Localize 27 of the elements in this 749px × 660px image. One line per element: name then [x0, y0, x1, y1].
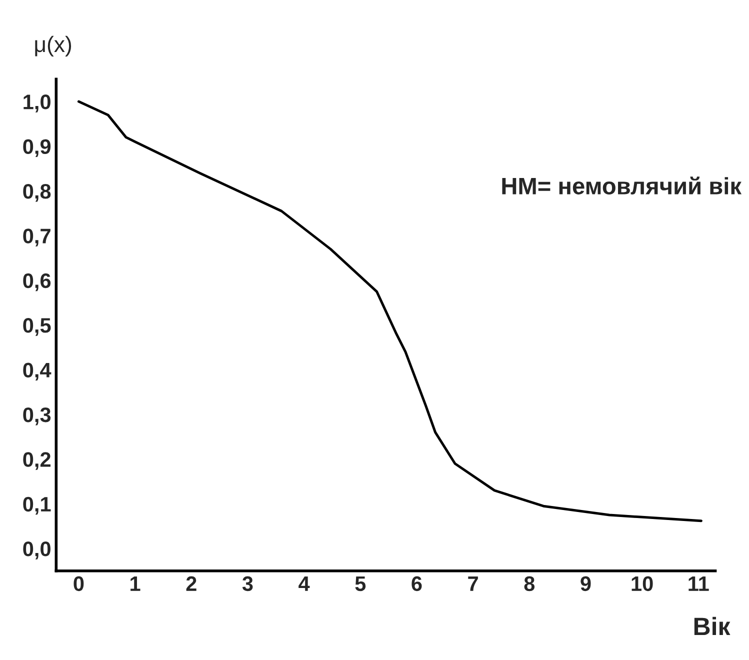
x-tick-label: 8 — [524, 576, 535, 592]
y-tick-label: 0,6 — [23, 273, 51, 292]
x-tick-label: 6 — [412, 576, 422, 592]
y-tick-label: 0,2 — [23, 452, 50, 470]
y-tick-label: 1,0 — [24, 94, 50, 112]
x-tick-label: 7 — [468, 576, 478, 591]
y-tick-label: 0,1 — [23, 496, 51, 515]
x-tick-label: 5 — [355, 576, 366, 592]
x-tick-label: 9 — [580, 576, 591, 592]
x-tick-label: 4 — [298, 576, 310, 591]
x-tick-label: 3 — [242, 576, 253, 592]
y-axis-title: μ(x) — [35, 36, 72, 57]
y-tick-label: 0,9 — [23, 139, 51, 158]
y-tick-label: 0,5 — [23, 318, 51, 336]
y-tick-label: 0,0 — [23, 542, 50, 560]
x-tick-label: 1 — [130, 576, 140, 591]
x-tick-label: 10 — [632, 576, 653, 592]
x-tick-label: 0 — [74, 576, 84, 592]
y-tick-label: 0,4 — [23, 362, 52, 381]
annotation: НМ= немовлячий вік — [502, 176, 742, 194]
y-tick-label: 0,8 — [23, 184, 51, 202]
y-tick-label: 0,3 — [23, 407, 51, 426]
line-series — [77, 100, 702, 522]
x-tick-label: 2 — [186, 576, 196, 591]
x-axis-title: Вік — [694, 616, 730, 636]
y-tick-label: 0,7 — [23, 228, 50, 246]
x-tick-label: 11 — [688, 576, 709, 591]
